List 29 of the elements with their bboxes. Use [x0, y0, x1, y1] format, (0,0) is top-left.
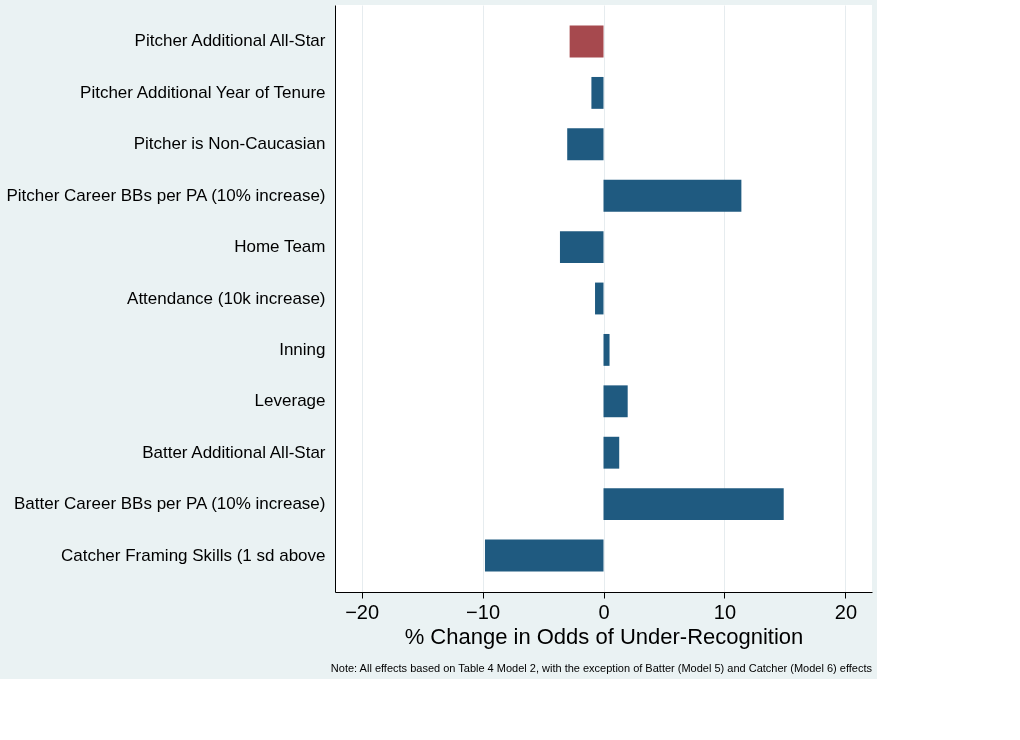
- y-tick-label: Home Team: [234, 237, 326, 257]
- x-tick-label: 10: [713, 600, 737, 623]
- bar: [603, 488, 784, 521]
- y-tick-label: Catcher Framing Skills (1 sd above: [60, 545, 326, 565]
- bar: [603, 385, 628, 418]
- y-tick-label: Batter Career BBs per PA (10% increase): [14, 494, 326, 514]
- x-tick-label: −10: [466, 600, 501, 623]
- y-tick-label: Pitcher Additional All-Star: [134, 31, 326, 51]
- x-tick-label: −20: [345, 600, 380, 623]
- x-axis-title: % Change in Odds of Under-Recognition: [404, 623, 804, 649]
- bar: [591, 76, 604, 109]
- y-tick-label: Inning: [279, 339, 326, 359]
- text: Note: All effects based on Table 4 Model 2, with the exception of Batter (Model 5) and Catcher (Model 6) effects: [330, 662, 873, 674]
- y-tick-label: Pitcher is Non-Caucasian: [133, 134, 326, 154]
- x-tick-label: 20: [834, 600, 858, 623]
- y-tick-label: Attendance (10k increase): [127, 288, 326, 308]
- y-tick-label: Leverage: [254, 391, 326, 411]
- bar: [603, 179, 742, 212]
- bar: [569, 25, 604, 58]
- y-tick-label: Batter Additional All-Star: [142, 442, 326, 462]
- bar: [559, 231, 604, 264]
- bar: [567, 128, 604, 161]
- bar: [603, 333, 610, 366]
- x-tick-label: 0: [598, 600, 610, 623]
- bar: [595, 282, 604, 315]
- bar: [603, 436, 620, 469]
- bar: [484, 539, 604, 572]
- y-tick-label: Pitcher Additional Year of Tenure: [80, 82, 326, 102]
- y-tick-label: Pitcher Career BBs per PA (10% increase): [6, 185, 326, 205]
